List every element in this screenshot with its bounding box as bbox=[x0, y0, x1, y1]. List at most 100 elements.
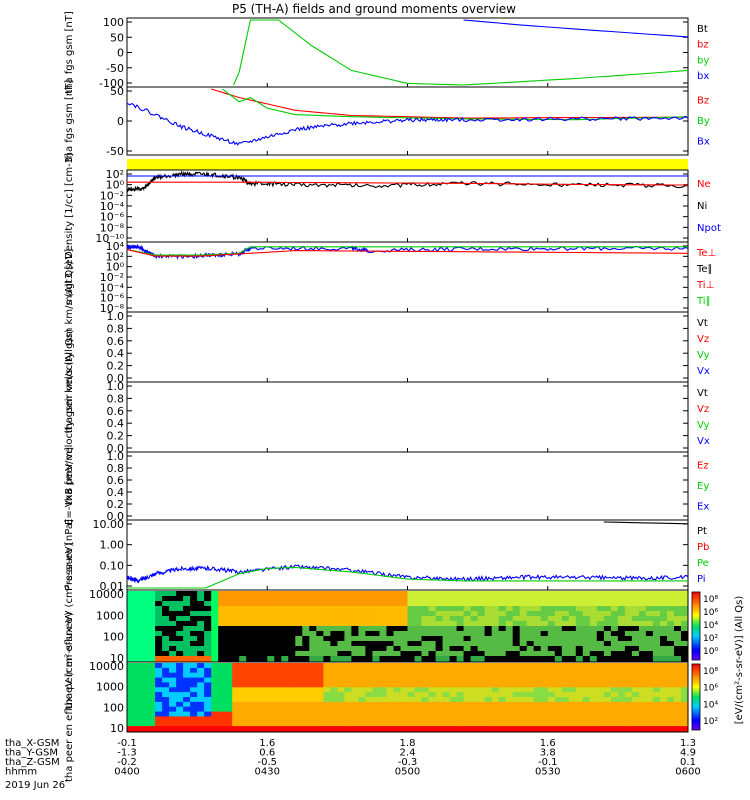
spectrogram-cell bbox=[498, 636, 507, 642]
spectrogram-cell bbox=[582, 682, 591, 688]
spectrogram-cell bbox=[393, 626, 401, 632]
spectrogram-cell bbox=[197, 667, 205, 674]
spectrogram-cell bbox=[428, 663, 436, 669]
spectrogram-cell bbox=[169, 591, 177, 597]
spectrogram-cell bbox=[526, 697, 535, 703]
spectrogram-cell bbox=[337, 716, 345, 722]
spectrogram-cell bbox=[603, 687, 612, 693]
spectrogram-cell bbox=[197, 687, 205, 693]
spectrogram-cell bbox=[162, 697, 170, 703]
spectrogram-cell bbox=[302, 672, 310, 679]
spectrogram-cell bbox=[351, 697, 359, 703]
spectrogram-cell bbox=[134, 611, 142, 617]
spectrogram-cell bbox=[232, 697, 240, 703]
spectrogram-cell bbox=[274, 726, 282, 732]
spectrogram-cell bbox=[393, 656, 401, 662]
spectrogram-cell bbox=[337, 626, 345, 632]
spectrogram-cell bbox=[295, 706, 303, 713]
spectrogram-cell bbox=[239, 631, 247, 637]
spectrogram-cell bbox=[456, 596, 465, 602]
spectrogram-cell bbox=[603, 667, 612, 674]
spectrogram-cell bbox=[274, 616, 282, 622]
spectrogram-cell bbox=[561, 677, 570, 683]
spectrogram-cell bbox=[267, 631, 275, 637]
spectrogram-cell bbox=[414, 626, 422, 632]
spectrogram-cell bbox=[330, 606, 338, 612]
spectrogram-cell bbox=[498, 596, 507, 602]
spectrogram-cell bbox=[568, 692, 577, 698]
series-line bbox=[463, 19, 689, 38]
spectrogram-cell bbox=[596, 601, 605, 607]
spectrogram-cell bbox=[540, 672, 549, 679]
spectrogram-cell bbox=[267, 651, 275, 657]
spectrogram-cell bbox=[470, 711, 479, 717]
spectrogram-cell bbox=[456, 701, 465, 708]
spectrogram-cell bbox=[281, 641, 289, 647]
spectrogram-cell bbox=[169, 682, 177, 688]
spectrogram-cell bbox=[197, 706, 205, 713]
spectrogram-cell bbox=[176, 687, 184, 693]
spectrogram-cell bbox=[274, 651, 282, 657]
spectrogram-cell bbox=[386, 677, 394, 683]
spectrogram-cell bbox=[456, 621, 465, 627]
spectrogram-cell bbox=[435, 626, 444, 632]
spectrogram-cell bbox=[365, 711, 373, 717]
spectrogram-cell bbox=[309, 616, 317, 622]
spectrogram-cell bbox=[274, 596, 282, 602]
series-line bbox=[126, 564, 689, 584]
spectrogram-cell bbox=[610, 667, 619, 674]
spectrogram-cell bbox=[190, 711, 198, 717]
spectrogram-cell bbox=[674, 697, 682, 703]
spectrogram-cell bbox=[428, 726, 436, 732]
spectrogram-cell bbox=[197, 606, 205, 612]
spectrogram-cell bbox=[428, 601, 436, 607]
spectrogram-cell bbox=[512, 606, 521, 612]
spectrogram-cell bbox=[330, 646, 338, 652]
spectrogram-cell bbox=[169, 726, 177, 732]
spectrogram-cell bbox=[267, 601, 275, 607]
colorbar-tick-label: 10⁸ bbox=[703, 595, 718, 605]
spectrogram-cell bbox=[211, 631, 219, 637]
spectrogram-cell bbox=[435, 611, 444, 617]
spectrogram-cell bbox=[561, 631, 570, 637]
spectrogram-cell bbox=[253, 591, 261, 597]
spectrogram-cell bbox=[470, 631, 479, 637]
spectrogram-cell bbox=[540, 621, 549, 627]
spectrogram-cell bbox=[176, 692, 184, 698]
spectrogram-cell bbox=[386, 697, 394, 703]
spectrogram-cell bbox=[638, 701, 647, 708]
spectrogram-cell bbox=[379, 701, 387, 708]
spectrogram-cell bbox=[183, 656, 191, 662]
spectrogram-cell bbox=[281, 621, 289, 627]
spectrogram-cell bbox=[337, 636, 345, 642]
spectrogram-cell bbox=[267, 711, 275, 717]
spectrogram-cell bbox=[358, 646, 366, 652]
time-axis-value: 1.6 bbox=[540, 738, 556, 749]
spectrogram-cell bbox=[183, 716, 191, 722]
spectrogram-cell bbox=[491, 641, 500, 647]
spectrogram-cell bbox=[162, 606, 170, 612]
spectrogram-cell bbox=[596, 663, 605, 669]
spectrogram-cell bbox=[162, 721, 170, 727]
spectrogram-cell bbox=[337, 687, 345, 693]
y-tick-label: 0.8 bbox=[107, 392, 125, 405]
spectrogram-cell bbox=[127, 631, 135, 637]
spectrogram-cell bbox=[274, 621, 282, 627]
spectrogram-cell bbox=[533, 667, 542, 674]
spectrogram-cell bbox=[603, 701, 612, 708]
spectrogram-cell bbox=[127, 626, 135, 632]
spectrogram-cell bbox=[674, 706, 682, 713]
spectrogram-cell bbox=[288, 677, 296, 683]
spectrogram-cell bbox=[491, 711, 500, 717]
spectrogram-cell bbox=[435, 591, 444, 597]
spectrogram-cell bbox=[624, 631, 633, 637]
spectrogram-cell bbox=[652, 626, 661, 632]
spectrogram-cell bbox=[162, 716, 170, 722]
time-axis-value: 0.1 bbox=[680, 757, 696, 768]
spectrogram-cell bbox=[365, 677, 373, 683]
spectrogram-cell bbox=[582, 636, 591, 642]
spectrogram-cell bbox=[414, 692, 422, 698]
spectrogram-cell bbox=[638, 616, 647, 622]
spectrogram-cell bbox=[295, 716, 303, 722]
